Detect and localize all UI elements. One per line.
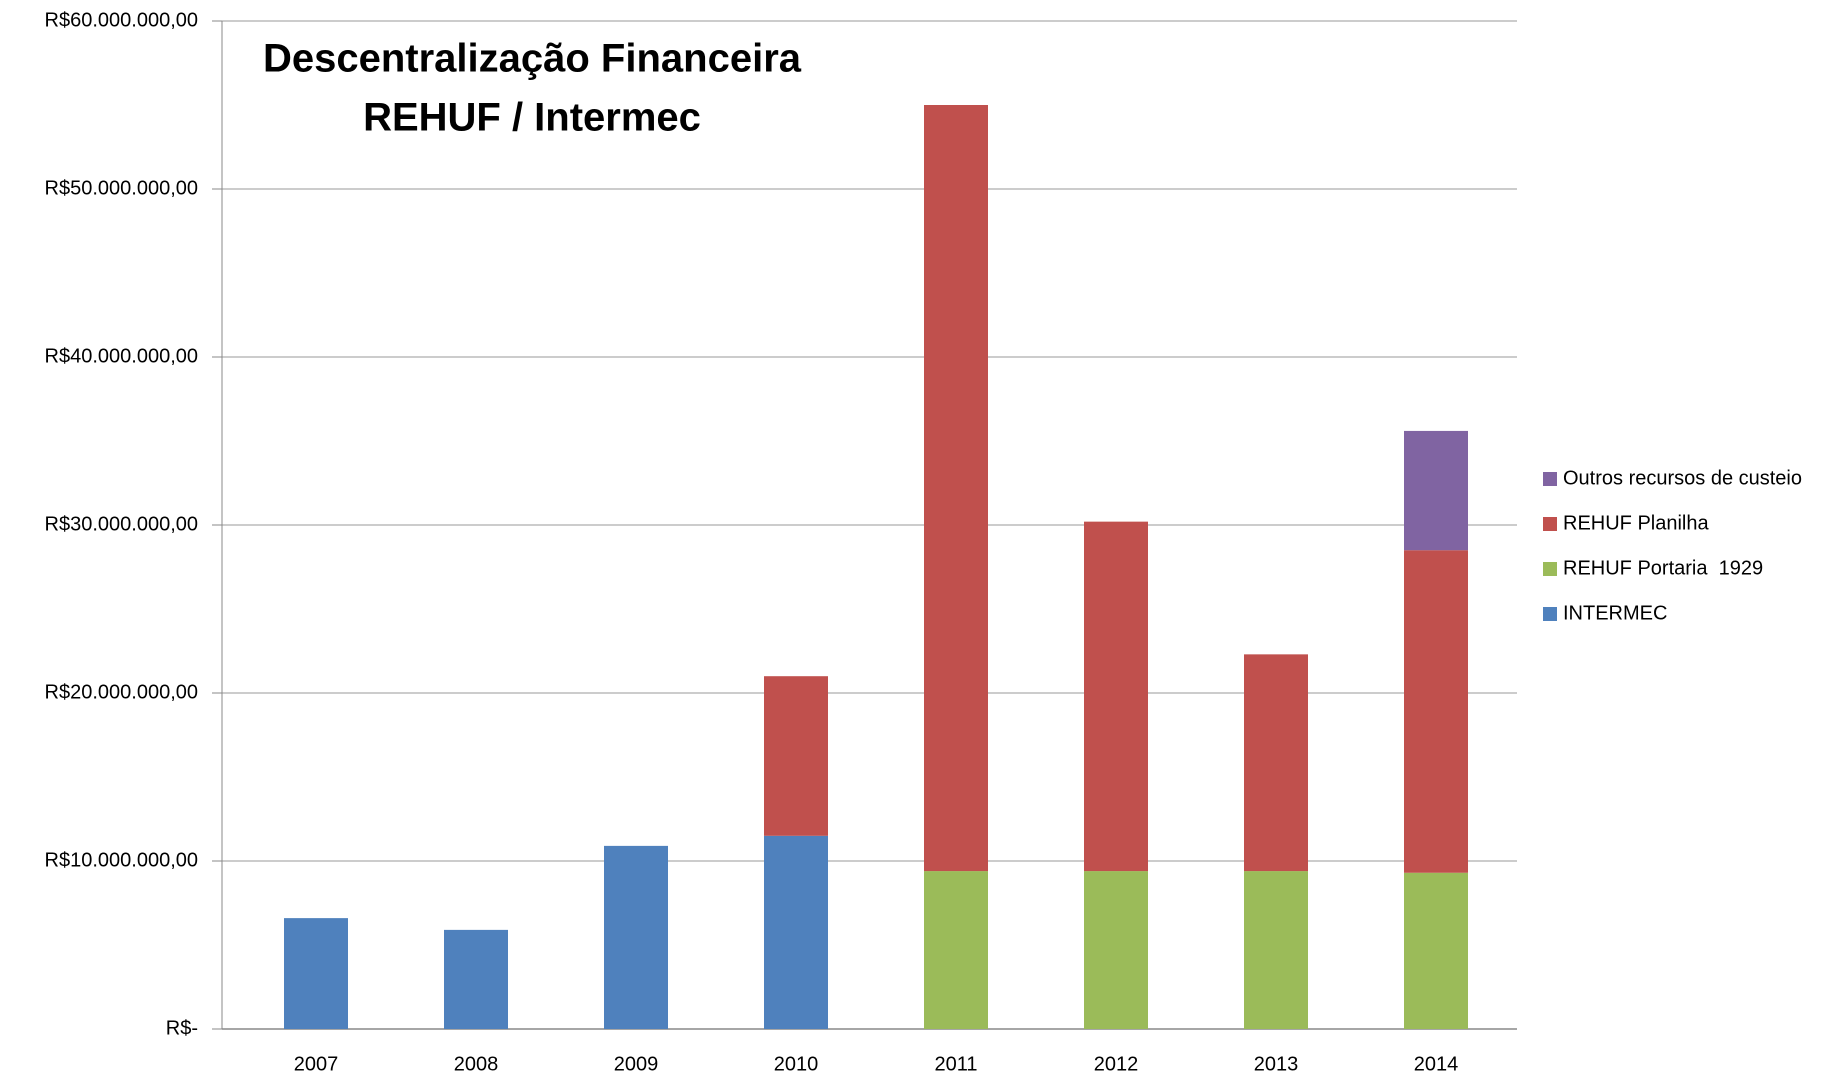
legend-swatch: [1543, 517, 1557, 531]
chart-title: REHUF / Intermec: [363, 96, 701, 140]
bar-segment: [1404, 550, 1468, 873]
bar-segment: [1244, 871, 1308, 1029]
bar-segment: [1404, 872, 1468, 1029]
y-tick-label: R$10.000.000,00: [45, 849, 198, 871]
x-tick-label: 2014: [1414, 1053, 1459, 1075]
y-tick-label: R$20.000.000,00: [45, 681, 198, 703]
x-tick-label: 2009: [614, 1053, 659, 1075]
legend-label: REHUF Portaria 1929: [1563, 557, 1763, 579]
bar-segment: [764, 835, 828, 1029]
bar-segment: [284, 918, 348, 1029]
bar-segment: [1084, 521, 1148, 872]
y-tick-label: R$50.000.000,00: [45, 177, 198, 199]
x-tick-label: 2010: [774, 1053, 819, 1075]
y-tick-label: R$30.000.000,00: [45, 513, 198, 535]
y-tick-label: R$-: [166, 1017, 198, 1039]
legend-swatch: [1543, 562, 1557, 576]
x-tick-label: 2012: [1094, 1053, 1139, 1075]
legend-swatch: [1543, 472, 1557, 486]
legend-label: REHUF Planilha: [1563, 512, 1709, 534]
y-tick-label: R$60.000.000,00: [45, 9, 198, 31]
bar-segment: [764, 676, 828, 836]
legend-swatch: [1543, 607, 1557, 621]
legend-label: INTERMEC: [1563, 602, 1667, 624]
bar-segment: [444, 929, 508, 1029]
legend-label: Outros recursos de custeio: [1563, 467, 1802, 489]
chart-title: Descentralização Financeira: [263, 37, 802, 81]
bar-segment: [1244, 654, 1308, 872]
x-tick-label: 2013: [1254, 1053, 1299, 1075]
bar-segment: [924, 871, 988, 1029]
x-tick-label: 2008: [454, 1053, 499, 1075]
y-tick-label: R$40.000.000,00: [45, 345, 198, 367]
bar-segment: [1404, 430, 1468, 551]
x-tick-label: 2007: [294, 1053, 339, 1075]
x-tick-label: 2011: [934, 1053, 977, 1075]
bar-segment: [604, 845, 668, 1029]
bar-segment: [924, 105, 988, 872]
bar-segment: [1084, 871, 1148, 1029]
